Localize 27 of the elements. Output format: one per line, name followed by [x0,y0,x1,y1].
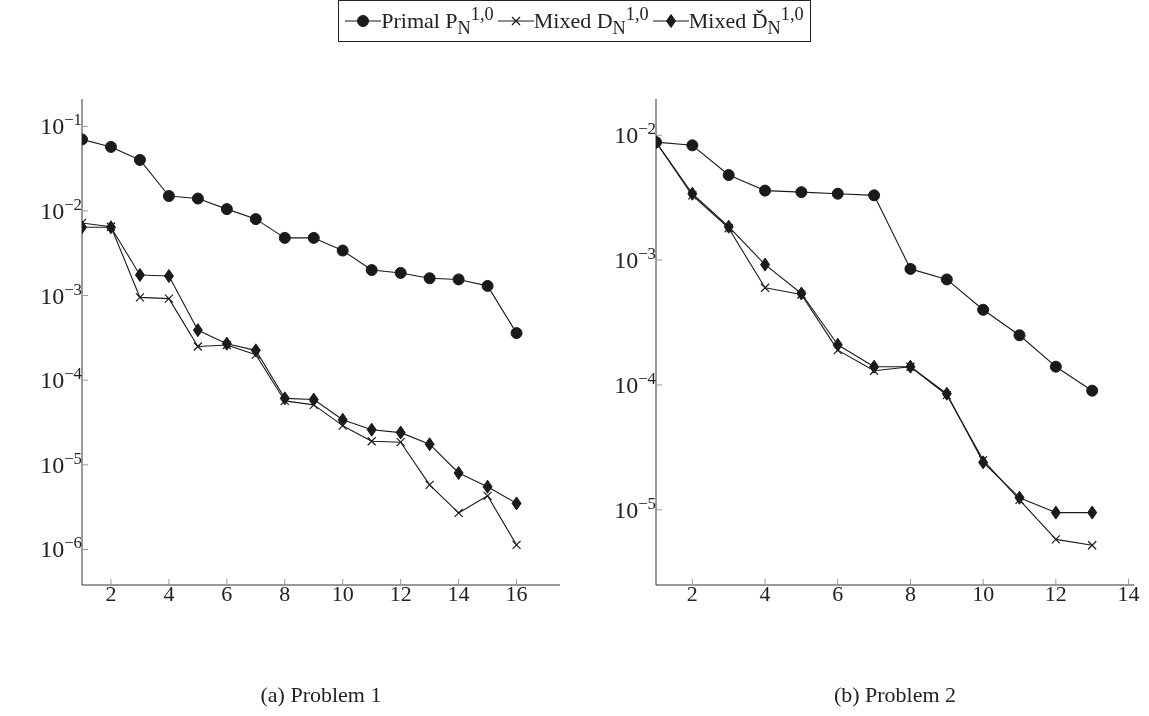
y-tick-label: 10$^{−5}$ [40,448,82,478]
y-tick-label: 10$^{−1}$ [40,109,82,140]
x-tick-label: 10 [331,581,354,606]
x-tick-label: 2 [686,581,698,606]
x-tick-label: 8 [904,581,916,606]
y-tick-label: 10$^{−4}$ [40,363,83,394]
y-tick-label: 10$^{−4}$ [614,368,657,398]
x-tick-label: 16 [505,581,528,606]
x-tick-label: 8 [279,581,291,606]
x-tick-label: 4 [759,581,771,606]
y-tick-label: 10$^{−2}$ [40,194,82,224]
y-tick-label: 10$^{−5}$ [614,493,656,523]
y-tick-label: 10$^{−6}$ [40,532,82,563]
y-tick-label: 10$^{−3}$ [40,279,82,309]
x-tick-label: 10 [972,581,995,606]
x-tick-label: 12 [1044,581,1067,606]
text: (a) Problem 1 [259,682,383,708]
x-tick-label: 4 [163,581,175,606]
y-tick-label: 10$^{−2}$ [614,118,656,149]
y-tick-label: 10$^{−3}$ [614,243,656,274]
x-tick-label: 6 [221,581,233,606]
x-tick-label: 14 [447,581,470,606]
x-tick-label: 14 [1117,581,1140,606]
x-tick-label: 2 [105,581,117,606]
x-tick-label: 12 [389,581,412,606]
x-tick-label: 6 [832,581,844,606]
text: (b) Problem 2 [832,682,958,708]
